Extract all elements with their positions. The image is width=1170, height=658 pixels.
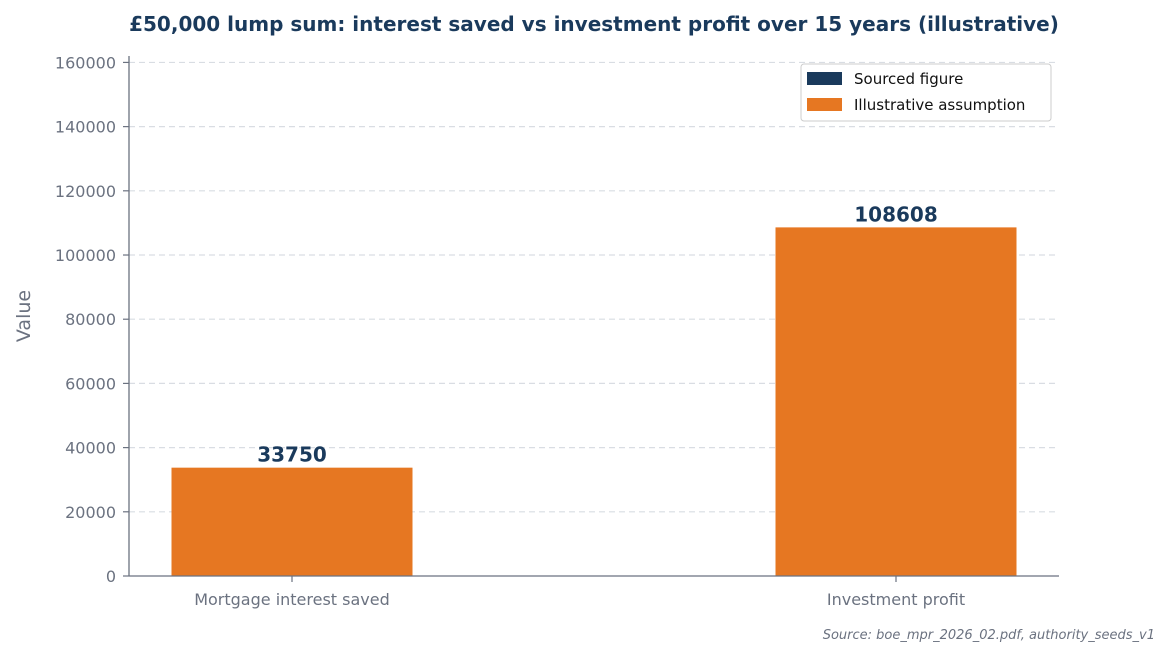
source-note: Source: boe_mpr_2026_02.pdf, authority_s…	[823, 628, 1155, 643]
x-tick-label: Mortgage interest saved	[194, 590, 390, 609]
bar	[775, 227, 1017, 577]
legend-box	[800, 63, 1052, 122]
bar-value-labels: 33750 108608	[257, 202, 938, 466]
bars	[171, 227, 1017, 577]
bar-value-label: 33750	[257, 443, 327, 467]
legend-swatch-sourced	[807, 72, 842, 85]
y-axis-label: Value	[13, 290, 35, 342]
y-axis-ticks: 0 20000 40000 60000 80000 100000 120000 140000 1…	[55, 53, 129, 586]
y-tick-label: 120000	[55, 182, 116, 201]
x-axis-ticks: Mortgage interest saved Investment profit	[194, 576, 965, 609]
y-tick-label: 140000	[55, 118, 116, 137]
chart-title: £50,000 lump sum: interest saved vs inve…	[129, 12, 1059, 36]
legend: Sourced figure Illustrative assumption	[800, 63, 1052, 122]
grid-lines	[129, 61, 1059, 513]
y-tick-label: 20000	[65, 503, 116, 522]
bar-value-label: 108608	[854, 202, 938, 226]
y-tick-label: 0	[106, 567, 116, 586]
y-tick-label: 160000	[55, 53, 116, 72]
legend-swatch-illustrative	[807, 98, 842, 111]
bar	[171, 467, 413, 576]
y-tick-label: 100000	[55, 246, 116, 265]
legend-label-sourced: Sourced figure	[854, 70, 963, 88]
legend-label-illustrative: Illustrative assumption	[854, 96, 1025, 114]
x-tick-label: Investment profit	[827, 590, 965, 609]
y-tick-label: 80000	[65, 310, 116, 329]
y-tick-label: 40000	[65, 439, 116, 458]
y-tick-label: 60000	[65, 374, 116, 393]
